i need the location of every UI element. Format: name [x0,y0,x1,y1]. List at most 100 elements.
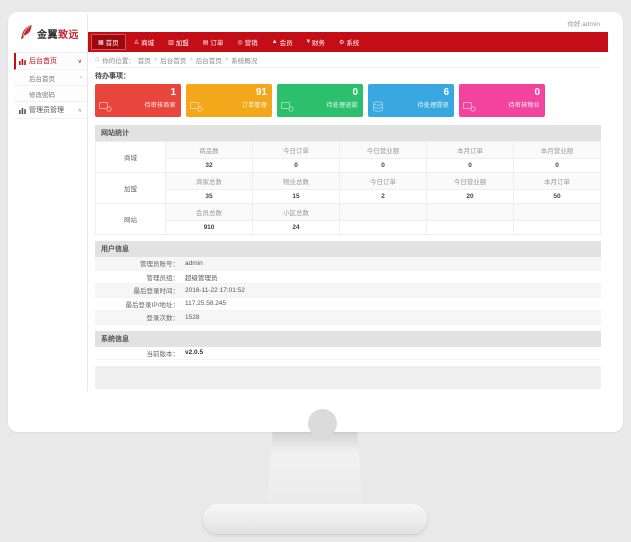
order-manage-icon [190,101,203,114]
stats-value-cell [426,220,514,235]
logo[interactable]: 金翼致远 [14,14,87,52]
card-pending-refunds[interactable]: 0 待处理退款 [277,84,363,117]
stats-value-cell: 0 [339,158,427,173]
chevron-up-icon: ∧ [77,107,82,114]
info-value: 117.25.58.245 [185,300,227,308]
merchant-review-icon [99,101,112,114]
todo-title: 待办事项： [95,72,130,80]
stats-value-cell: 24 [252,220,340,235]
info-row-current-version: 当前版本： v2.0.5 [95,346,601,360]
sidebar-subitem-label: 修改密码 [29,91,55,99]
join-icon: ▥ [168,39,174,46]
todo-cards: 1 待审核商家 91 订单管理 0 [95,84,601,117]
breadcrumb: ⌂ 你的位置： 首页 > 后台首页 > 后台首页 > 系统概况 [95,52,601,68]
info-value: 超级管理员 [185,274,218,282]
site-stats-title: 网站统计 [95,125,601,141]
stats-header-cell: 本月营业额 [513,141,601,159]
breadcrumb-item-backend[interactable]: 后台首页 [160,57,187,65]
stats-header-cell: 今日营业额 [426,172,514,190]
stats-header-cell: 今日订单 [339,172,427,190]
info-row-last-login-ip: 最后登录IP/地址： 117.25.58.245 [95,297,601,311]
info-label: 管理员账号： [140,261,179,269]
nav-item-finance[interactable]: ¥ 财务 [306,39,325,47]
chevron-down-icon: ∨ [77,58,82,65]
content-area: ⌂ 你的位置： 首页 > 后台首页 > 后台首页 > 系统概况 待办事项： 1 … [88,52,608,391]
system-info-title: 系统信息 [95,330,601,347]
stats-group-label: 加盟 [95,172,166,204]
stats-header-cell: 今日订单 [252,141,340,159]
card-pending-merchants[interactable]: 1 待审核商家 [95,84,181,117]
top-navbar: ▦ 首页 ♙ 商城 ▥ 加盟 ▤ 订单 ◎ 营销 [88,32,608,52]
sidebar-subitem-change-password[interactable]: 修改密码 [14,86,87,102]
nav-item-marketing[interactable]: ◎ 营销 [237,39,258,48]
stats-value-cell: 15 [252,189,340,204]
stats-value-cell: 20 [426,189,514,204]
card-pending-property[interactable]: 0 待审核物业 [459,84,545,117]
info-label: 当前版本： [146,350,180,358]
chevron-right-icon: › [80,74,82,81]
nav-item-orders[interactable]: ▤ 订单 [202,39,224,48]
breadcrumb-separator: > [153,56,158,63]
stats-value-cell: 0 [252,158,340,173]
coins-icon [372,101,384,114]
stats-group-label: 网站 [95,203,166,235]
card-label: 待处理提现 [417,103,449,109]
monitor-stand-base [203,504,427,534]
stats-value-cell: 0 [513,158,601,173]
marketing-icon: ◎ [237,39,243,46]
home-icon: ▦ [98,39,104,46]
stats-header-cell: 今日营业额 [339,141,427,159]
stats-value-cell: 32 [165,158,253,173]
breadcrumb-item-backend-home[interactable]: 后台首页 [195,57,222,65]
card-value: 0 [352,87,358,98]
info-label: 管理员组： [146,274,180,282]
breadcrumb-prefix: 你的位置： [102,57,135,65]
info-value: v2.0.5 [185,349,204,357]
user-info-title: 用户信息 [95,241,601,257]
stats-header-cell: 本月订单 [513,172,601,190]
card-order-management[interactable]: 91 订单管理 [186,84,272,117]
stats-header-cell: 会员总数 [165,203,253,221]
sidebar-item-admin-management[interactable]: 管理员管理 ∧ [14,102,87,119]
card-pending-withdrawals[interactable]: 6 待处理提现 [368,84,454,117]
sidebar-item-backend-home[interactable]: 后台首页 ∨ [14,53,87,70]
stats-header-cell: 小区总数 [252,203,340,221]
stats-header-cell: 本月订单 [426,141,514,159]
stats-header-cell: 商品数 [165,141,253,159]
stats-value-cell [339,220,427,235]
nav-item-join[interactable]: ▥ 加盟 [168,39,189,48]
members-icon: ▲ [271,39,278,45]
card-value: 1 [170,87,176,98]
sidebar: 金翼致远 后台首页 ∨ 后台首页 › 修改密码 [14,14,88,391]
info-label: 登录次数： [146,315,180,323]
stats-value-cell: 0 [426,158,514,173]
info-label: 最后登录时间： [133,288,180,296]
breadcrumb-item-home[interactable]: 首页 [137,57,151,65]
nav-item-mall[interactable]: ♙ 商城 [133,39,155,48]
stats-value-cell: 910 [165,220,253,235]
breadcrumb-item-overview[interactable]: 系统概况 [231,57,258,65]
sidebar-item-label: 管理员管理 [29,107,64,114]
nav-item-home[interactable]: ▦ 首页 [91,34,126,50]
user-greeting: 你好,admin [88,14,608,32]
sidebar-subitem-backend-home[interactable]: 后台首页 › [14,70,87,86]
card-label: 订单管理 [241,103,267,109]
system-gear-icon: ⚙ [338,39,345,46]
info-value: 1528 [185,313,200,321]
card-label: 待处理退款 [326,103,358,109]
nav-item-system[interactable]: ⚙ 系统 [338,39,360,48]
card-label: 待审核物业 [508,103,540,109]
info-row-admin-group: 管理员组： 超级管理员 [95,270,601,284]
brand-name: 金翼致远 [37,29,79,41]
info-row-admin-account: 管理员账号： admin [95,257,601,271]
breadcrumb-separator: > [224,56,229,63]
nav-item-members[interactable]: ▲ 会员 [271,39,293,47]
bar-chart-icon [19,107,26,114]
mall-icon: ♙ [133,39,140,46]
card-value: 6 [443,87,449,98]
finance-icon: ¥ [306,39,310,45]
user-info-section: 用户信息 管理员账号： admin 管理员组： 超级管理员 最后登录时间： 20 [95,241,601,325]
sidebar-item-label: 后台首页 [29,58,57,65]
stats-header-cell: 商家总数 [165,172,253,190]
admin-dashboard: 金翼致远 后台首页 ∨ 后台首页 › 修改密码 [14,14,608,391]
